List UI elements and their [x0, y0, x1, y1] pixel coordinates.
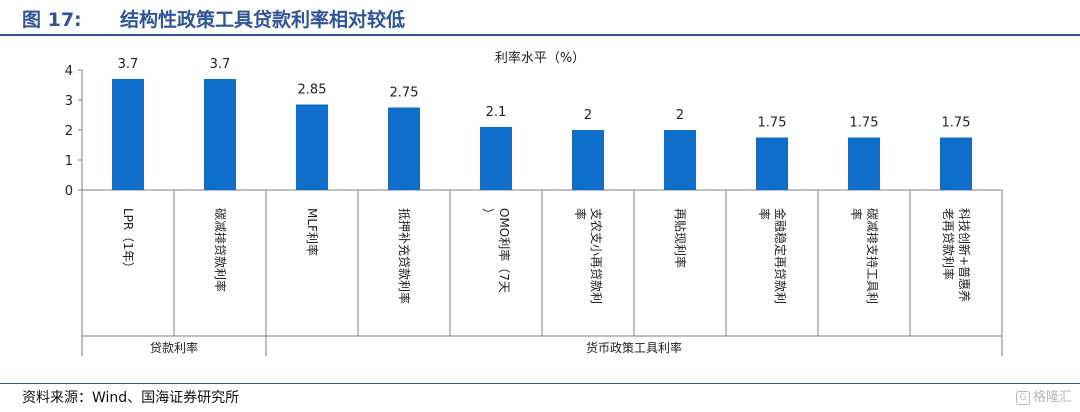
group-label: 贷款利率 [150, 340, 198, 355]
y-tick-label: 2 [65, 124, 73, 139]
category-label-column: 金融稳定再贷款利 [773, 208, 788, 304]
category-label-column: 抵押补充贷款利率 [397, 208, 412, 304]
bar [940, 137, 972, 190]
watermark: G 格隆汇 [1015, 386, 1072, 405]
bar [756, 137, 788, 190]
bar [296, 104, 328, 190]
category-label-column: LPR（1年） [121, 208, 135, 274]
category-label-column: 老再贷款利率 [941, 208, 956, 280]
plot-area: 0 1 2 3 4 3.7 LPR（1年） 3.7 碳减排贷款利率 2.85 MLF利率 2.75 抵押… [65, 57, 1003, 356]
y-tick-label: 3 [65, 94, 73, 109]
bar-value-label: 1.75 [850, 116, 879, 131]
bar [388, 107, 420, 190]
bar [572, 130, 604, 190]
figure-header: 图 17: 结构性政策工具贷款利率相对较低 [0, 0, 1080, 36]
figure-title: 结构性政策工具贷款利率相对较低 [120, 9, 406, 31]
chart-title: 利率水平（%） [495, 50, 585, 66]
bar [848, 137, 880, 190]
figure-number: 图 17: [22, 9, 82, 31]
bar-value-label: 1.75 [942, 116, 971, 131]
category-label-column: ） [481, 208, 495, 220]
category-label-column: OMO利率（7天 [497, 208, 512, 293]
category-label-column: 碳减排贷款利率 [213, 208, 228, 292]
category-label-column: 率 [573, 208, 588, 220]
watermark-text: 格隆汇 [1032, 390, 1072, 405]
footer-divider [0, 383, 1080, 384]
group-label: 货币政策工具利率 [586, 340, 682, 355]
category-label-column: 科技创新+普惠养 [957, 208, 972, 302]
bar-value-label: 2.85 [298, 83, 327, 98]
source-note: 资料来源：Wind、国海证券研究所 [22, 390, 240, 406]
category-label-column: 支农支小再贷款利 [589, 208, 603, 304]
bar [480, 127, 512, 190]
y-tick-label: 0 [65, 184, 73, 199]
y-tick-label: 1 [65, 154, 73, 169]
category-label-column: 率 [757, 208, 772, 220]
bar-value-label: 3.7 [210, 57, 231, 72]
bar-value-label: 1.75 [758, 116, 787, 131]
y-tick-label: 4 [65, 64, 73, 79]
bar-chart: 利率水平（%） 0 1 2 3 4 3.7 LPR（1年） 3.7 碳减排贷款利率 2.85 MLF… [65, 50, 1003, 356]
category-label-column: 率 [849, 208, 864, 220]
bar [112, 79, 144, 190]
bar-value-label: 3.7 [118, 57, 139, 72]
bar-value-label: 2 [584, 108, 592, 123]
category-label-column: MLF利率 [305, 208, 320, 256]
bar [204, 79, 236, 190]
bar-value-label: 2.1 [486, 105, 507, 120]
bar-value-label: 2.75 [390, 86, 419, 101]
bar [664, 130, 696, 190]
bar-value-label: 2 [676, 108, 684, 123]
category-label-column: 再贴现利率 [673, 208, 688, 268]
category-label-column: 碳减排支持工具利 [865, 208, 880, 304]
watermark-logo-icon: G [1015, 390, 1030, 405]
